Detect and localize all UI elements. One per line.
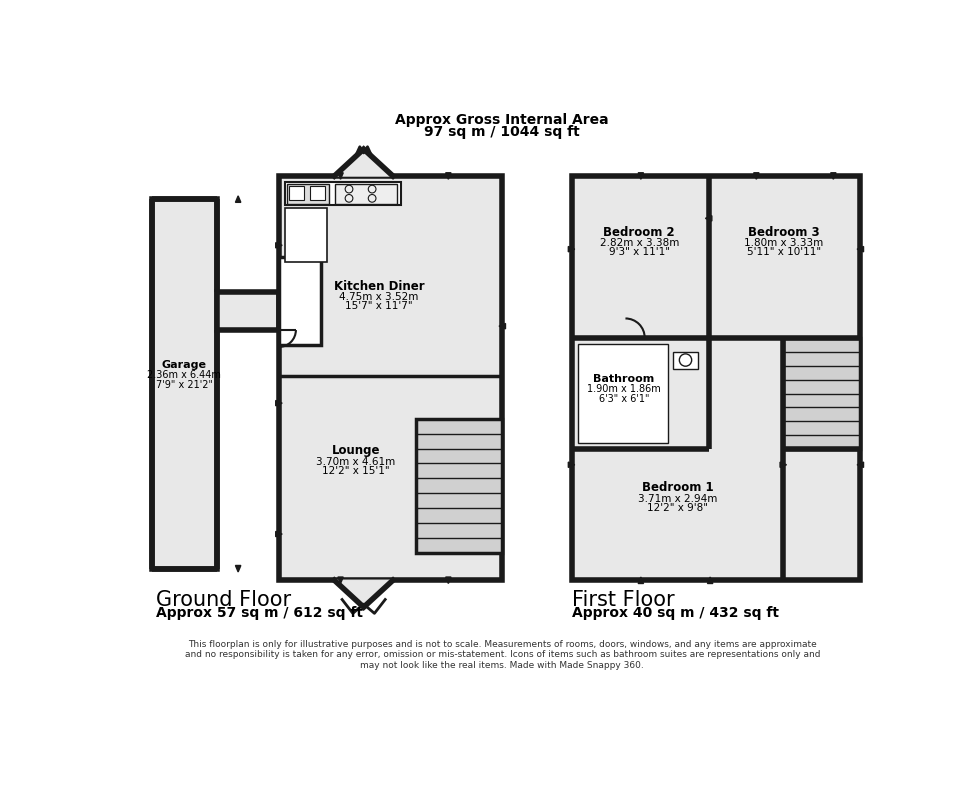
Bar xyxy=(218,292,279,330)
Polygon shape xyxy=(708,577,712,584)
Bar xyxy=(310,186,325,200)
Text: Ground Floor: Ground Floor xyxy=(156,589,291,610)
Text: Bathroom: Bathroom xyxy=(593,374,655,384)
Text: 12'2" x 15'1": 12'2" x 15'1" xyxy=(322,466,390,476)
Polygon shape xyxy=(706,216,711,221)
Polygon shape xyxy=(858,247,863,252)
Text: 4.75m x 3.52m: 4.75m x 3.52m xyxy=(339,292,418,302)
Polygon shape xyxy=(638,577,644,584)
Text: 2.82m x 3.38m: 2.82m x 3.38m xyxy=(600,238,679,248)
Bar xyxy=(571,176,860,580)
Polygon shape xyxy=(235,196,241,202)
Polygon shape xyxy=(338,577,343,584)
Text: PROPERTIES: PROPERTIES xyxy=(362,435,489,455)
Bar xyxy=(287,184,329,204)
Polygon shape xyxy=(338,173,343,179)
Polygon shape xyxy=(235,565,241,572)
Polygon shape xyxy=(275,531,282,537)
Polygon shape xyxy=(446,173,451,179)
Polygon shape xyxy=(754,173,760,179)
Bar xyxy=(673,351,698,369)
Text: Lounge: Lounge xyxy=(331,444,380,458)
Text: Approx 57 sq m / 612 sq ft: Approx 57 sq m / 612 sq ft xyxy=(156,606,363,619)
Bar xyxy=(279,176,503,580)
Polygon shape xyxy=(831,173,836,179)
Text: and no responsibility is taken for any error, omission or mis-statement. Icons o: and no responsibility is taken for any e… xyxy=(184,650,820,660)
Text: Approx Gross Internal Area: Approx Gross Internal Area xyxy=(396,113,609,127)
Text: 9'3" x 11'1": 9'3" x 11'1" xyxy=(609,247,669,257)
Polygon shape xyxy=(499,324,506,329)
Text: First Floor: First Floor xyxy=(571,589,674,610)
Text: may not look like the real items. Made with Made Snappy 360.: may not look like the real items. Made w… xyxy=(361,661,644,670)
Text: 97 sq m / 1044 sq ft: 97 sq m / 1044 sq ft xyxy=(424,125,580,139)
Text: 1.80m x 3.33m: 1.80m x 3.33m xyxy=(745,238,824,248)
Text: Bedroom 1: Bedroom 1 xyxy=(642,481,713,494)
Bar xyxy=(416,419,503,554)
Polygon shape xyxy=(568,247,575,252)
Text: 7'9" x 21'2": 7'9" x 21'2" xyxy=(156,380,213,389)
Text: 1.90m x 1.86m: 1.90m x 1.86m xyxy=(587,385,661,394)
Text: 6'3" x 6'1": 6'3" x 6'1" xyxy=(599,393,649,404)
Text: 2.36m x 6.44m: 2.36m x 6.44m xyxy=(147,370,221,381)
Bar xyxy=(285,209,327,262)
Bar xyxy=(279,257,321,346)
Bar xyxy=(289,186,305,200)
Text: 15'7" x 11'7": 15'7" x 11'7" xyxy=(345,301,413,311)
Polygon shape xyxy=(334,580,393,607)
Polygon shape xyxy=(275,400,282,406)
Text: Bedroom 3: Bedroom 3 xyxy=(749,226,820,239)
Circle shape xyxy=(679,354,692,366)
Bar xyxy=(783,338,860,450)
Text: Approx 40 sq m / 432 sq ft: Approx 40 sq m / 432 sq ft xyxy=(571,606,778,619)
Polygon shape xyxy=(446,577,451,584)
Polygon shape xyxy=(334,149,393,176)
Text: Garage: Garage xyxy=(162,360,207,370)
Polygon shape xyxy=(568,462,575,467)
Text: This floorplan is only for illustrative purposes and is not to scale. Measuremen: This floorplan is only for illustrative … xyxy=(188,640,816,649)
Bar xyxy=(152,199,218,569)
Polygon shape xyxy=(638,173,644,179)
Polygon shape xyxy=(858,462,863,467)
Text: 12'2" x 9'8": 12'2" x 9'8" xyxy=(648,503,709,513)
Text: JR: JR xyxy=(362,342,489,449)
Bar xyxy=(335,184,397,204)
Polygon shape xyxy=(275,243,282,248)
Text: Bedroom 2: Bedroom 2 xyxy=(604,226,675,239)
Bar xyxy=(285,182,401,205)
Polygon shape xyxy=(780,462,787,467)
Text: 3.71m x 2.94m: 3.71m x 2.94m xyxy=(638,493,717,504)
Text: 5'11" x 10'11": 5'11" x 10'11" xyxy=(747,247,821,257)
Bar xyxy=(578,344,667,443)
Text: Kitchen Diner: Kitchen Diner xyxy=(334,280,424,293)
Text: 3.70m x 4.61m: 3.70m x 4.61m xyxy=(317,457,396,466)
